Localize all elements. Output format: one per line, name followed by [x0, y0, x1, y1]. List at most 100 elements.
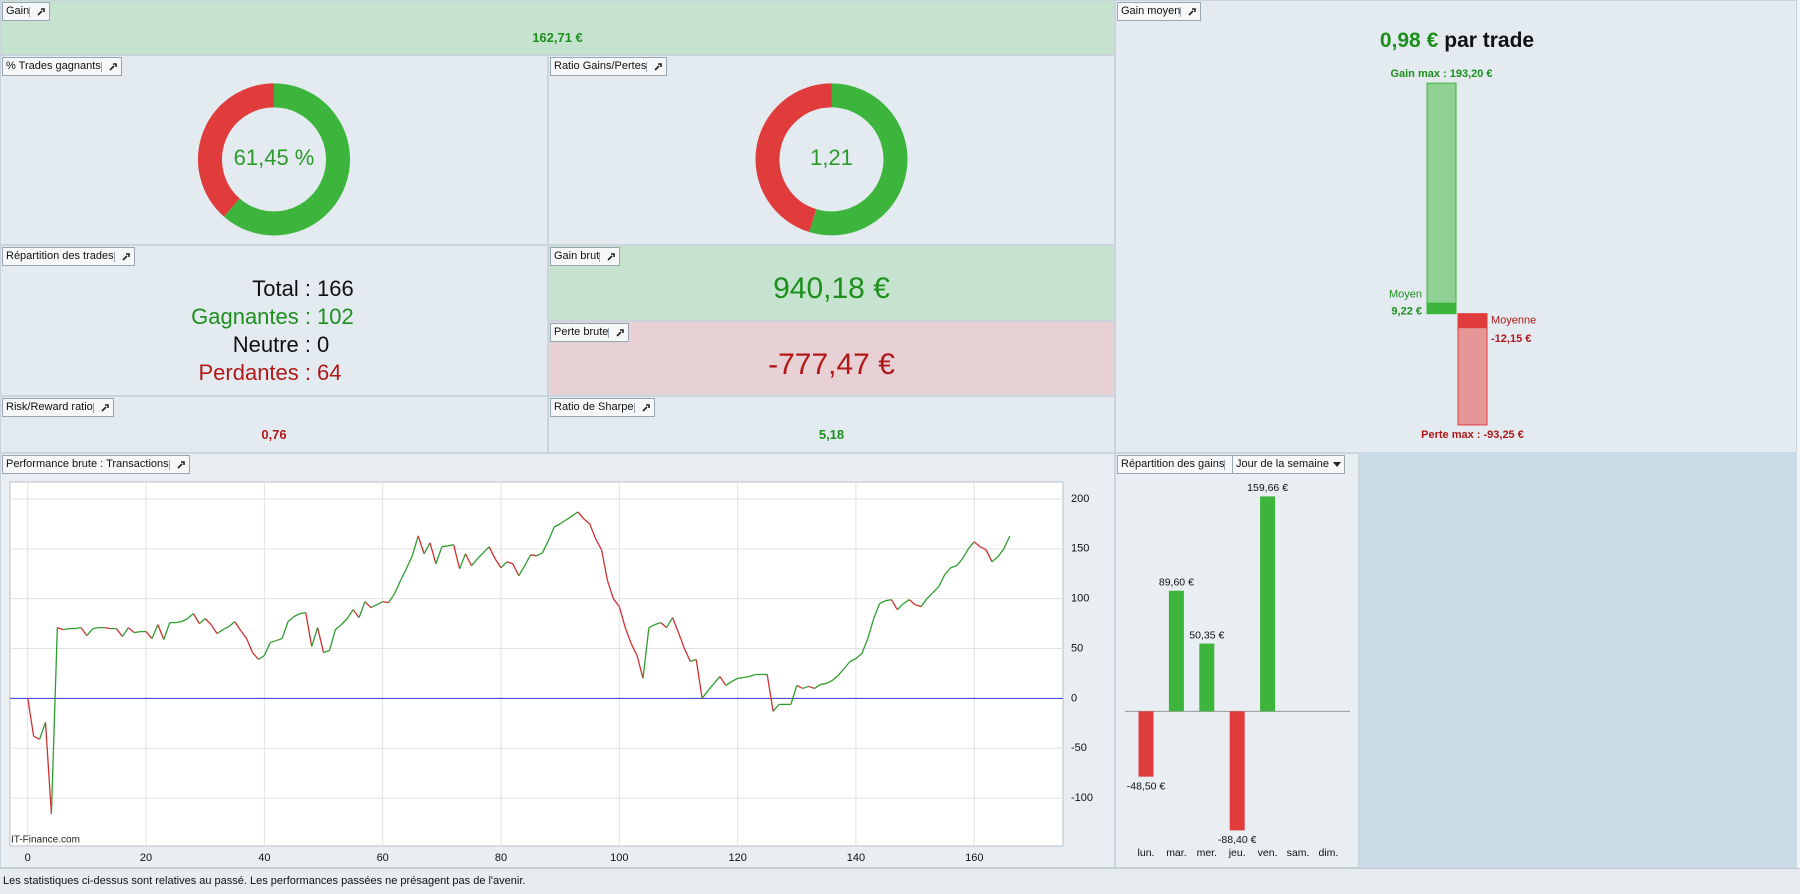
line-segment — [151, 624, 159, 639]
wrench-icon[interactable] — [608, 327, 625, 338]
header-title: Répartition des gains — [1121, 458, 1225, 470]
line-segment — [648, 624, 656, 629]
line-segment — [405, 555, 413, 570]
panel-header[interactable]: Gain brut — [550, 247, 621, 266]
empty-area — [1359, 453, 1797, 868]
line-segment — [127, 627, 135, 634]
line-segment — [222, 626, 230, 631]
bar — [1138, 711, 1154, 777]
line-segment — [458, 553, 467, 570]
line-segment — [38, 722, 47, 740]
bar — [1229, 711, 1245, 831]
line-segment — [328, 629, 336, 651]
line-segment — [50, 627, 58, 815]
line-segment — [115, 628, 123, 637]
donut-segment — [198, 83, 275, 217]
wrench-icon[interactable] — [168, 459, 186, 470]
line-segment — [902, 599, 910, 605]
y-tick-label: -50 — [1071, 742, 1087, 754]
line-segment — [287, 616, 295, 623]
line-segment — [192, 613, 200, 624]
line-segment — [524, 554, 532, 567]
line-segment — [826, 679, 833, 685]
wrench-icon[interactable] — [633, 402, 651, 413]
line-segment — [316, 627, 325, 653]
panel-header[interactable]: Gain moyen — [1117, 2, 1202, 21]
line-segment — [358, 601, 366, 618]
line-segment — [973, 541, 981, 548]
line-segment — [423, 542, 431, 555]
gain-value: 162,71 € — [532, 30, 583, 45]
line-segment — [281, 621, 289, 639]
range-bar — [1457, 313, 1488, 426]
x-tick-label: lun. — [1138, 847, 1155, 859]
line-segment — [547, 526, 555, 542]
ratio-panel: Ratio Gains/Pertes 1,21 — [548, 55, 1115, 245]
line-segment — [589, 523, 597, 540]
panel-header[interactable]: Répartition des trades — [2, 247, 135, 266]
line-segment — [577, 511, 585, 520]
line-segment — [263, 642, 271, 656]
line-segment — [494, 558, 502, 569]
line-segment — [311, 627, 319, 647]
selector-dropdown[interactable]: Jour de la semaine — [1232, 455, 1345, 474]
bar — [1199, 643, 1215, 712]
line-segment — [157, 624, 165, 640]
panel-header[interactable]: % Trades gagnants — [2, 57, 122, 76]
line-segment — [27, 698, 35, 737]
line-segment — [920, 598, 928, 608]
line-segment — [376, 601, 383, 606]
average-label: -12,15 € — [1491, 333, 1531, 345]
row-value: 0 — [317, 332, 330, 357]
wrench-icon[interactable] — [100, 61, 118, 72]
line-segment — [104, 626, 111, 630]
panel-header[interactable]: Gain — [2, 2, 51, 21]
panel-header[interactable]: Performance brute : Transactions — [2, 455, 190, 474]
wrench-icon[interactable] — [29, 6, 46, 17]
wrench-icon[interactable] — [1180, 6, 1197, 17]
line-segment — [701, 690, 709, 699]
line-segment — [382, 601, 389, 604]
wrench-icon[interactable] — [92, 402, 110, 413]
panel-header[interactable]: Ratio Gains/Pertes — [550, 57, 668, 76]
line-segment — [518, 565, 526, 577]
header-title: Ratio Gains/Pertes — [554, 60, 647, 72]
wrench-icon[interactable] — [599, 251, 616, 262]
line-segment — [340, 618, 348, 626]
panel-header[interactable]: Ratio de Sharpe — [550, 398, 655, 417]
line-segment — [44, 722, 53, 815]
panel-header[interactable]: Répartition des gains — [1117, 455, 1246, 474]
line-segment — [74, 626, 82, 630]
line-segment — [1003, 535, 1011, 550]
panel-header[interactable]: Risk/Reward ratio — [2, 398, 114, 417]
perte-brute-value: -777,47 € — [768, 348, 895, 381]
line-segment — [950, 565, 957, 569]
panel-header[interactable]: Perte brute — [550, 323, 630, 342]
line-segment — [258, 654, 265, 661]
line-segment — [914, 604, 922, 608]
line-segment — [276, 637, 283, 642]
wrench-icon[interactable] — [646, 61, 663, 72]
sharpe-value: 5,18 — [818, 427, 845, 442]
line-segment — [671, 617, 680, 633]
x-tick-label: jeu. — [1228, 847, 1246, 859]
wrench-icon[interactable] — [113, 251, 131, 262]
line-segment — [512, 563, 520, 577]
trades-panel: Répartition des trades Total :166 Gagnan… — [0, 245, 548, 396]
line-segment — [453, 544, 461, 569]
line-segment — [861, 638, 869, 654]
average-bar — [1458, 313, 1487, 329]
header-title: % Trades gagnants — [6, 60, 101, 72]
line-segment — [240, 630, 248, 639]
gain-moyen-panel: Gain moyen 0,98 € par trade Gain max : 193… — [1115, 0, 1797, 453]
line-segment — [370, 604, 378, 609]
line-segment — [713, 676, 721, 684]
y-tick-label: 50 — [1071, 642, 1083, 654]
line-segment — [867, 618, 875, 639]
line-segment — [270, 639, 277, 644]
line-segment — [808, 685, 815, 690]
line-segment — [216, 629, 224, 635]
donut-segment — [755, 83, 832, 233]
line-segment — [541, 540, 549, 554]
